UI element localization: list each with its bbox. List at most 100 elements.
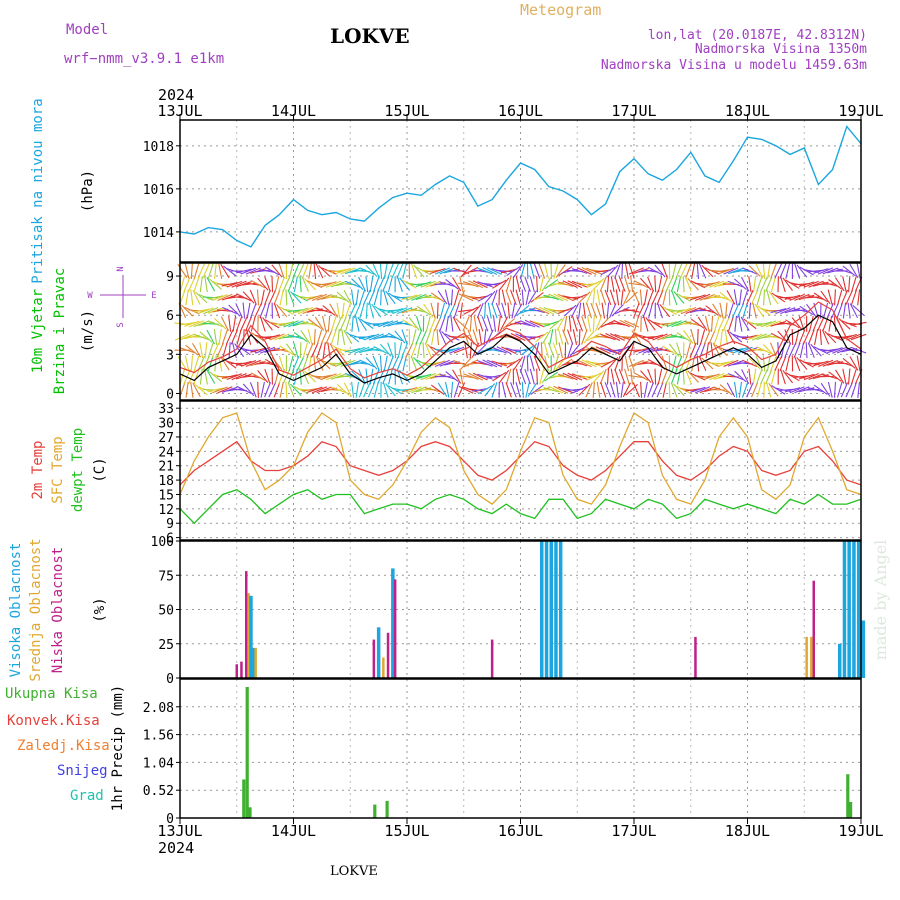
- wind-barb: [761, 320, 777, 328]
- wind-barb: [392, 307, 408, 315]
- wind-barb: [713, 294, 730, 301]
- wind-barb: [365, 302, 368, 319]
- x-date-label-bottom: 15JUL: [384, 822, 429, 840]
- wind-barb: [719, 302, 724, 319]
- y-tick-label: 33: [158, 402, 174, 417]
- wind-barb: [399, 277, 411, 291]
- wind-barb: [567, 342, 574, 358]
- wind-barb: [544, 263, 549, 279]
- wind-barb: [731, 303, 740, 319]
- wind-barb: [354, 346, 370, 354]
- y-tick-label: 27: [158, 431, 174, 446]
- wind-barb: [520, 355, 526, 372]
- wind-barb: [199, 331, 213, 343]
- y-tick-label: 0: [166, 387, 174, 402]
- wind-barb: [505, 333, 522, 341]
- wind-barb: [614, 276, 621, 292]
- wind-barb: [406, 293, 422, 301]
- wind-barb: [684, 368, 693, 385]
- wind-barb: [727, 373, 744, 381]
- wind-barb: [529, 355, 535, 372]
- y-tick-label: 1018: [143, 140, 174, 155]
- wind-barb: [244, 316, 253, 332]
- wind-barb: [746, 333, 763, 341]
- wind-barb: [633, 372, 649, 381]
- wind-barb: [190, 355, 194, 372]
- wind-barb: [439, 373, 455, 380]
- wind-barb: [179, 333, 195, 341]
- wind-barb: [515, 289, 521, 306]
- wind-barb: [477, 360, 493, 367]
- cloud-bar-high: [544, 541, 549, 678]
- wind-barb: [600, 289, 607, 306]
- cloud-bar-high: [540, 541, 544, 678]
- y-tick-label: 100: [151, 535, 174, 550]
- wind-barb: [340, 267, 356, 275]
- wind-barb: [578, 302, 582, 319]
- wind-barb: [288, 320, 304, 328]
- wind-barb: [754, 303, 765, 318]
- wind-barb: [250, 315, 256, 332]
- wind-barb: [315, 355, 324, 371]
- wind-barb: [539, 306, 554, 315]
- wind-barb: [287, 289, 295, 306]
- wind-barb: [223, 265, 237, 277]
- wind-barb: [359, 267, 375, 275]
- wind-barb: [322, 342, 326, 359]
- wind-barb: [285, 289, 288, 306]
- wind-barb: [762, 355, 766, 372]
- wind-barb: [308, 318, 322, 330]
- wind-barb: [222, 306, 238, 315]
- wind-barb: [500, 360, 517, 366]
- wind-barb: [464, 342, 468, 359]
- wind-barb: [334, 316, 343, 332]
- wind-barb: [297, 388, 314, 392]
- wind-barb: [422, 342, 425, 359]
- wind-barb: [362, 289, 371, 305]
- wind-barb: [194, 384, 208, 396]
- wind-barb: [486, 282, 503, 287]
- wind-barb: [548, 293, 564, 302]
- wind-barb: [192, 343, 202, 358]
- wind-barb: [220, 356, 230, 371]
- wind-barb: [808, 373, 824, 381]
- wind-barb: [425, 387, 441, 393]
- wind-barb: [343, 329, 353, 345]
- wind-barb: [330, 294, 347, 301]
- cloud-bar-high: [251, 647, 256, 678]
- wind-barb: [685, 355, 692, 372]
- wind-barb: [327, 342, 331, 359]
- wind-barb: [459, 302, 463, 319]
- wind-barb: [487, 302, 492, 319]
- wind-barb: [217, 386, 233, 394]
- wind-barb: [226, 388, 243, 392]
- wind-barb: [382, 289, 389, 306]
- wind-barb: [628, 359, 644, 368]
- wind-barb: [535, 331, 549, 343]
- wind-barb: [620, 381, 624, 398]
- wind-barb: [662, 381, 668, 398]
- wind-barb: [296, 355, 305, 371]
- wind-barb: [373, 381, 379, 398]
- wind-barb: [255, 346, 271, 354]
- wind-barb: [365, 276, 369, 293]
- wind-barb: [235, 316, 243, 332]
- wind-barb: [207, 387, 224, 393]
- precip-bar: [846, 774, 850, 818]
- wind-barb: [733, 289, 738, 306]
- wind-barb: [780, 276, 786, 293]
- wind-barb: [530, 292, 544, 303]
- y-tick-label: 75: [158, 569, 174, 584]
- wind-barb: [696, 355, 700, 372]
- wind-barb: [661, 355, 668, 372]
- wind-barb: [336, 302, 341, 319]
- wind-barb: [576, 316, 584, 332]
- wind-barb: [221, 294, 238, 301]
- wind-barb: [463, 329, 470, 345]
- wind-barb: [437, 290, 448, 305]
- x-date-label-bottom: 17JUL: [611, 822, 656, 840]
- pressure-unit-label: (hPa): [80, 170, 96, 212]
- wind-barb: [193, 263, 200, 279]
- wind-barb: [620, 289, 624, 306]
- wind-barb: [849, 263, 859, 279]
